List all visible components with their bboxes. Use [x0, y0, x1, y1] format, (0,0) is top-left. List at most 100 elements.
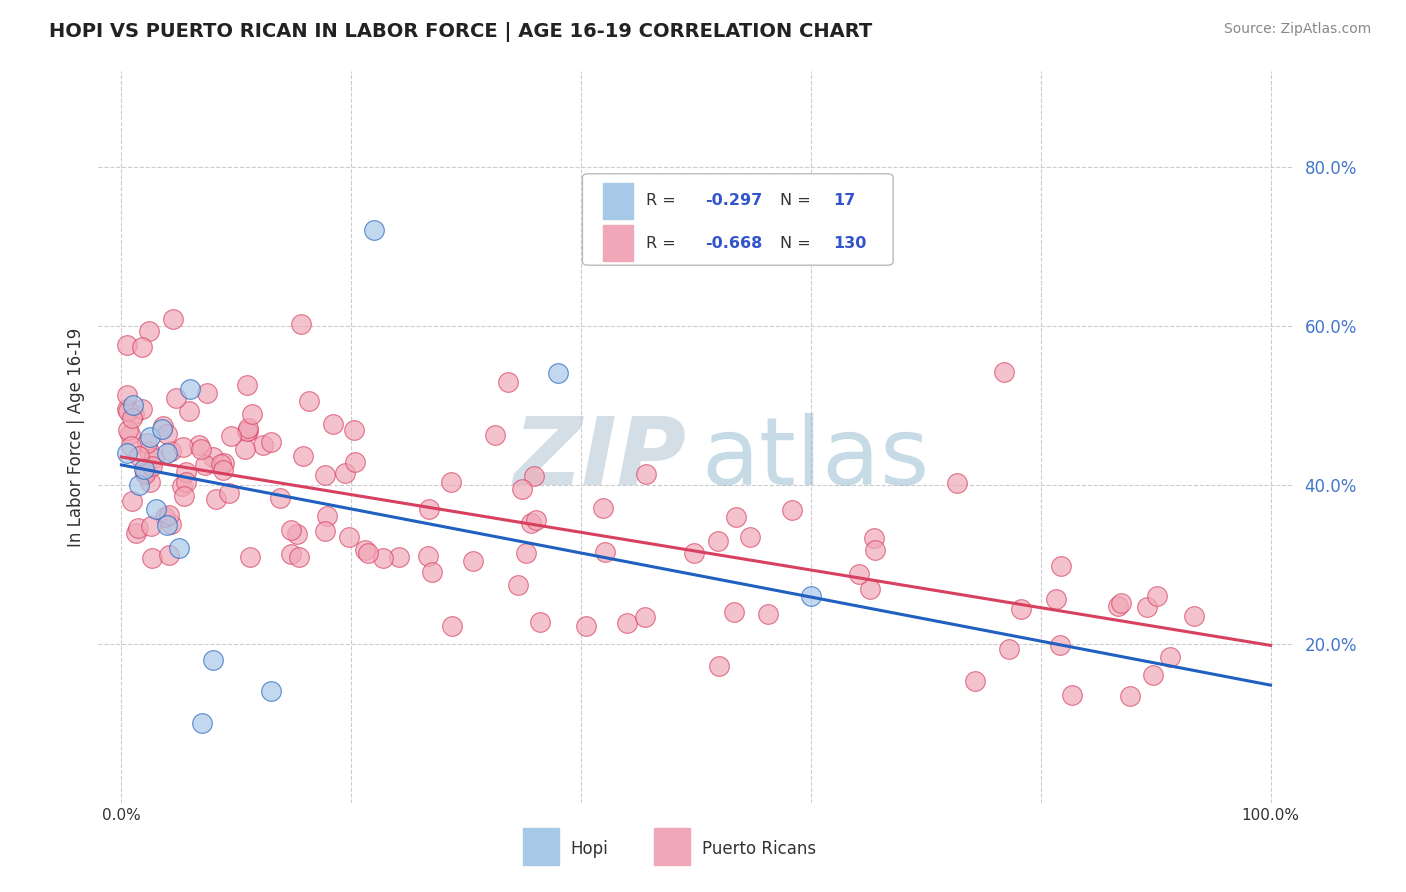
Point [1050, 558, 1073, 573]
Text: -0.668: -0.668 [706, 235, 763, 251]
Point [484, 427, 506, 442]
Point [139, 430, 162, 444]
Point [131, 402, 153, 417]
Point [236, 424, 259, 438]
Point [150, 422, 173, 436]
Point [233, 442, 256, 456]
Point [127, 521, 149, 535]
Point [138, 444, 160, 458]
Point [353, 542, 375, 557]
Point [145, 501, 167, 516]
Point [136, 436, 159, 450]
Point [212, 457, 235, 471]
Point [160, 444, 183, 458]
Point [172, 440, 194, 454]
Point [157, 548, 180, 562]
Point [285, 526, 308, 541]
Text: HOPI VS PUERTO RICAN IN LABOR FORCE | AGE 16-19 CORRELATION CHART: HOPI VS PUERTO RICAN IN LABOR FORCE | AG… [49, 22, 873, 42]
Point [239, 549, 262, 564]
Point [461, 554, 484, 568]
Point [115, 402, 138, 417]
Point [141, 550, 163, 565]
Point [634, 467, 657, 481]
Y-axis label: In Labor Force | Age 16-19: In Labor Force | Age 16-19 [66, 327, 84, 547]
Point [134, 462, 156, 476]
Point [863, 542, 886, 557]
Point [520, 516, 543, 531]
Text: Source: ZipAtlas.com: Source: ZipAtlas.com [1223, 22, 1371, 37]
Point [416, 549, 439, 563]
Point [1108, 599, 1130, 613]
Point [965, 674, 987, 689]
Point [190, 442, 212, 456]
FancyBboxPatch shape [582, 174, 893, 265]
FancyBboxPatch shape [603, 225, 633, 261]
Point [333, 466, 356, 480]
Point [138, 324, 160, 338]
Point [179, 403, 201, 417]
Text: -0.297: -0.297 [706, 194, 763, 209]
Point [515, 546, 537, 560]
Point [998, 642, 1021, 657]
Point [1109, 596, 1132, 610]
Text: 130: 130 [834, 235, 866, 251]
Point [756, 607, 779, 621]
Point [117, 423, 139, 437]
Point [260, 435, 283, 450]
Point [993, 365, 1015, 379]
Point [172, 479, 194, 493]
Point [269, 491, 291, 505]
Point [322, 417, 344, 431]
Point [141, 459, 163, 474]
Point [290, 318, 312, 332]
Point [288, 550, 311, 565]
Point [238, 421, 260, 435]
Point [592, 500, 614, 515]
Point [122, 407, 145, 421]
Point [508, 578, 530, 592]
Point [298, 394, 321, 409]
Point [236, 424, 259, 438]
Point [209, 457, 232, 471]
Point [616, 616, 638, 631]
Point [160, 517, 183, 532]
Point [357, 546, 380, 560]
Point [165, 391, 187, 405]
Point [219, 429, 242, 443]
Point [204, 491, 226, 506]
Point [153, 510, 176, 524]
Text: R =: R = [645, 194, 681, 209]
Point [1049, 638, 1071, 652]
Point [280, 523, 302, 537]
Point [418, 502, 440, 516]
Point [138, 475, 160, 489]
Point [547, 367, 569, 381]
Point [523, 468, 546, 483]
Point [496, 376, 519, 390]
Point [128, 477, 150, 491]
Point [1119, 689, 1142, 703]
FancyBboxPatch shape [603, 183, 633, 219]
Point [174, 465, 197, 479]
Point [780, 503, 803, 517]
Point [115, 388, 138, 402]
Point [195, 386, 218, 401]
Point [859, 582, 882, 597]
Text: N =: N = [779, 194, 815, 209]
Point [440, 475, 463, 490]
Point [1182, 609, 1205, 624]
Point [194, 458, 217, 472]
Point [218, 486, 240, 500]
Point [176, 475, 198, 489]
Point [156, 426, 179, 441]
Point [202, 450, 225, 464]
Text: 17: 17 [834, 194, 856, 209]
Point [723, 605, 745, 619]
Point [240, 407, 263, 421]
Text: N =: N = [779, 235, 815, 251]
Point [1136, 600, 1159, 615]
Text: ZIP: ZIP [515, 413, 686, 505]
Point [314, 467, 336, 482]
Point [191, 716, 214, 731]
Point [862, 531, 884, 545]
